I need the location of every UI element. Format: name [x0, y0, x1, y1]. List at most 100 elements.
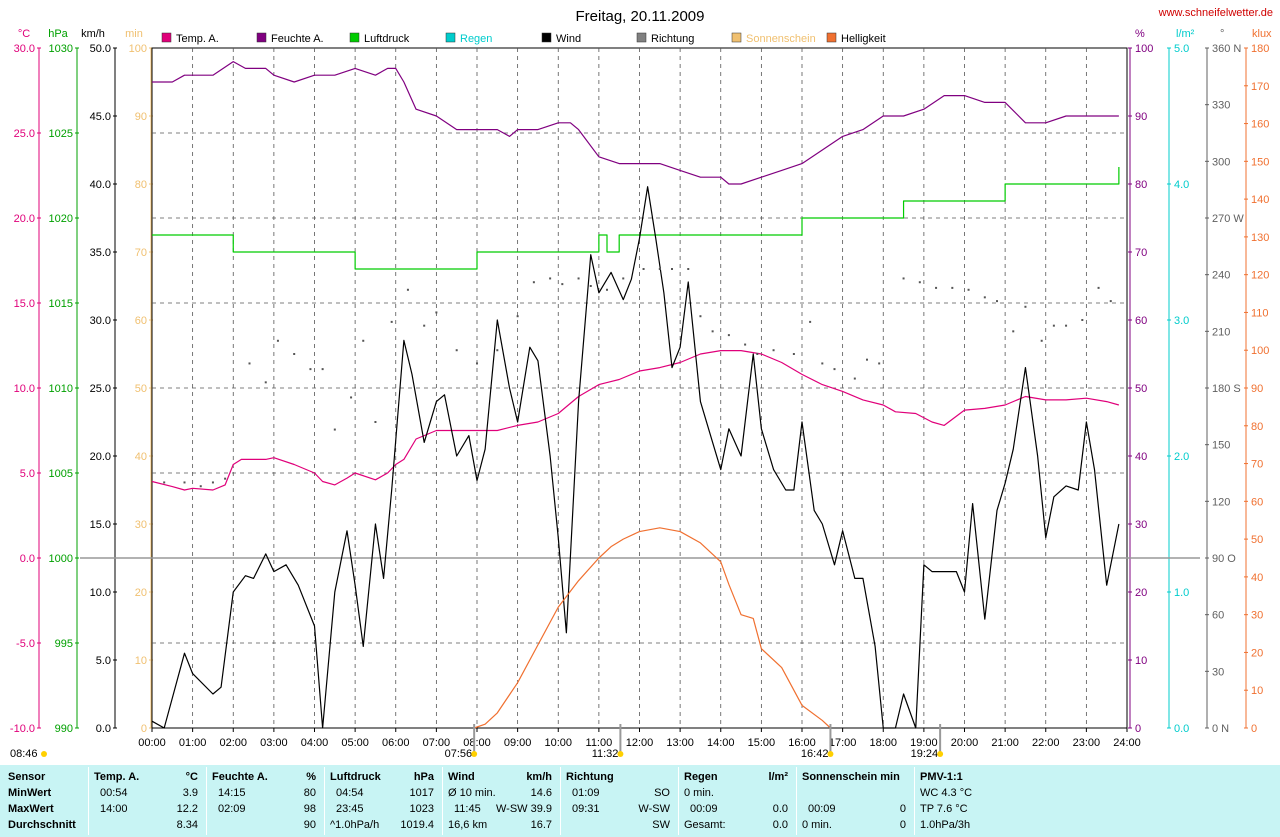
summary-divider — [914, 767, 915, 835]
axis-tick-direction: 0 N — [1212, 723, 1229, 735]
time-tick-label: 21:00 — [991, 737, 1019, 749]
axis-tick-brightness: 140 — [1251, 194, 1269, 206]
axis-tick-sunshine: 80 — [135, 179, 147, 191]
time-tick-label: 01:00 — [179, 737, 207, 749]
time-tick-label: 23:00 — [1073, 737, 1101, 749]
axis-tick-direction: 30 — [1212, 666, 1224, 678]
axis-tick-sunshine: 40 — [135, 451, 147, 463]
summary-temp-header: Temp. A. — [94, 771, 140, 783]
direction-point — [642, 268, 645, 270]
summary-pmv-header: PMV-1:1 — [920, 771, 963, 783]
time-tick-label: 14:00 — [707, 737, 735, 749]
direction-point — [333, 428, 336, 431]
summary-pressure-unit: hPa — [413, 771, 434, 783]
axis-tick-pressure: 1020 — [49, 213, 73, 225]
legend-label: Luftdruck — [364, 33, 410, 45]
direction-point — [276, 339, 279, 342]
direction-point — [1065, 324, 1068, 327]
direction-point — [671, 268, 673, 270]
direction-point — [248, 362, 251, 365]
direction-point — [1024, 305, 1027, 308]
direction-point — [853, 377, 856, 380]
left-axes: °C 30.0 25.0 20.0 15.0 10.0 5.0 0.0 -5.0 -10.0 hPa… — [10, 28, 153, 735]
axis-tick-brightness: 70 — [1251, 459, 1263, 471]
axis-unit-brightness: klux — [1252, 28, 1272, 40]
direction-point — [833, 368, 836, 371]
axis-tick-wind: 35.0 — [90, 247, 111, 259]
direction-point — [622, 277, 625, 280]
axis-tick-temp: -10.0 — [10, 723, 35, 735]
axis-tick-rain: 3.0 — [1174, 315, 1189, 327]
legend-label: Feuchte A. — [271, 33, 324, 45]
time-tick-label: 19:00 — [910, 737, 938, 749]
time-tick-label: 15:00 — [748, 737, 776, 749]
direction-point — [996, 300, 998, 303]
summary-humidity-max: 98 — [303, 803, 316, 815]
chart-legend: Temp. A. Feuchte A. Luftdruck Regen Wind Rich… — [161, 32, 886, 45]
axis-tick-humidity: 90 — [1135, 111, 1147, 123]
direction-point — [878, 362, 881, 365]
time-tick-label: 04:00 — [301, 737, 329, 749]
summary-wind-distance: 16,6 km — [448, 819, 488, 831]
axis-tick-brightness: 50 — [1251, 534, 1263, 546]
direction-point — [264, 381, 267, 384]
time-tick-label: 22:00 — [1032, 737, 1060, 749]
direction-point — [658, 268, 661, 270]
direction-point — [1081, 319, 1084, 321]
summary-wind-avg10-label: Ø 10 min. — [448, 787, 496, 799]
summary-temp-column: Temp. A. °C 00:54 3.9 14:00 12.2 8.34 — [92, 765, 204, 837]
axis-tick-direction: 240 — [1212, 270, 1230, 282]
time-tick-label: 16:00 — [788, 737, 816, 749]
direction-point — [902, 277, 905, 280]
direction-point — [1052, 324, 1055, 327]
summary-sunshine-column: Sonnenschein min 00:09 0 0 min. 0 — [800, 765, 912, 837]
direction-point — [561, 283, 564, 286]
summary-sunshine-max: 0 — [899, 803, 906, 815]
axis-tick-sunshine: 70 — [135, 247, 147, 259]
time-tick-label: 09:00 — [504, 737, 532, 749]
direction-point — [1097, 286, 1100, 289]
axis-tick-pressure: 995 — [55, 638, 73, 650]
summary-rain-header: Regen — [684, 771, 718, 783]
summary-pressure-min-time: 04:54 — [336, 787, 364, 799]
axis-tick-pressure: 1005 — [49, 468, 73, 480]
series-line-helligkeit — [473, 527, 831, 729]
axis-tick-direction: 300 — [1212, 156, 1230, 168]
direction-point — [435, 311, 438, 314]
legend-label: Wind — [556, 33, 581, 45]
axis-unit-wind: km/h — [81, 28, 105, 40]
axis-tick-pressure: 990 — [55, 723, 73, 735]
direction-point — [967, 288, 970, 291]
summary-humidity-max-time: 02:09 — [218, 803, 246, 815]
sun-icon — [617, 751, 624, 757]
axis-tick-brightness: 80 — [1251, 421, 1263, 433]
direction-point — [727, 334, 730, 337]
direction-point — [362, 339, 365, 342]
axis-tick-wind: 30.0 — [90, 315, 111, 327]
time-tick-label: 24:00 — [1113, 737, 1141, 749]
series-line-temp-a — [151, 350, 1120, 491]
axis-unit-direction: ° — [1220, 28, 1224, 40]
legend-label: Regen — [460, 33, 492, 45]
time-tick-label: 08:00 — [463, 737, 491, 749]
event-marker-label: 11:32 — [592, 748, 619, 760]
axis-tick-brightness: 160 — [1251, 119, 1269, 131]
legend-swatch — [731, 32, 742, 43]
summary-row-avg: Durchschnitt — [8, 819, 76, 831]
axis-tick-wind: 45.0 — [90, 111, 111, 123]
summary-temp-max-time: 14:00 — [100, 803, 128, 815]
direction-point — [983, 296, 986, 299]
summary-temp-avg: 8.34 — [176, 819, 198, 831]
axis-unit-sunshine: min — [125, 28, 143, 40]
summary-divider — [796, 767, 797, 835]
axis-tick-sunshine: 100 — [129, 43, 147, 55]
axis-tick-temp: 5.0 — [20, 468, 35, 480]
weather-chart: Freitag, 20.11.2009 www.schneifelwetter.… — [10, 7, 1273, 760]
sun-icon — [827, 751, 834, 757]
summary-wind-column: Wind km/h Ø 10 min. 14.6 11:45 W-SW 39.9… — [446, 765, 556, 837]
axis-tick-sunshine: 30 — [135, 519, 147, 531]
direction-point — [423, 324, 426, 327]
axis-tick-brightness: 100 — [1251, 345, 1269, 357]
axis-tick-pressure: 1030 — [49, 43, 73, 55]
summary-divider — [88, 767, 89, 835]
